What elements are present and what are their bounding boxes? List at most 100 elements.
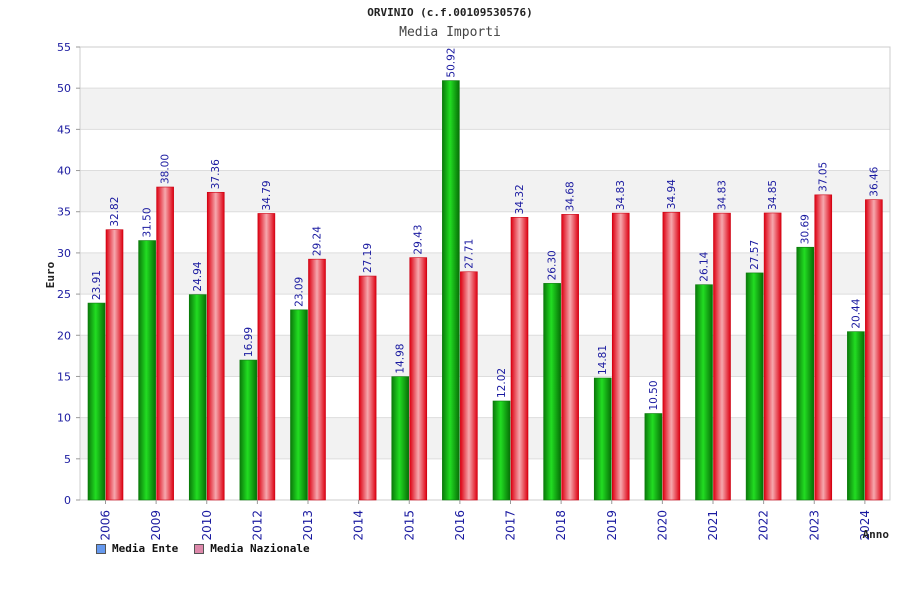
y-tick-label: 45 xyxy=(57,123,71,136)
x-tick-label: 2024 xyxy=(858,510,872,541)
value-label: 37.36 xyxy=(210,159,222,189)
y-tick-label: 35 xyxy=(57,206,71,219)
x-tick-label: 2017 xyxy=(504,510,518,541)
x-tick-label: 2012 xyxy=(250,510,264,541)
value-label: 29.43 xyxy=(413,225,425,255)
x-tick-label: 2016 xyxy=(453,510,467,541)
value-label: 34.79 xyxy=(261,180,273,210)
y-tick-label: 30 xyxy=(57,247,71,260)
x-tick-label: 2023 xyxy=(807,510,821,541)
bars xyxy=(87,80,883,501)
value-label: 34.85 xyxy=(767,180,779,210)
value-label: 16.99 xyxy=(243,327,255,357)
value-label: 27.71 xyxy=(463,239,475,269)
x-tick-label: 2006 xyxy=(99,510,113,541)
x-tick-label: 2010 xyxy=(200,510,214,541)
bar xyxy=(662,211,681,501)
legend-label-media-ente: Media Ente xyxy=(112,542,179,555)
value-label: 31.50 xyxy=(142,207,154,237)
bar xyxy=(239,359,258,501)
bar xyxy=(561,214,579,501)
bar xyxy=(865,199,883,501)
value-label: 32.82 xyxy=(109,197,121,227)
chart-subtitle: Media Importi xyxy=(399,25,501,40)
y-tick-label: 55 xyxy=(57,41,71,54)
y-tick-label: 25 xyxy=(57,288,71,301)
bar xyxy=(510,217,529,501)
value-label: 34.83 xyxy=(717,180,729,210)
value-label: 23.09 xyxy=(294,277,306,307)
legend: Media Ente Media Nazionale xyxy=(96,542,310,555)
value-label: 34.32 xyxy=(514,184,526,214)
bar xyxy=(814,194,833,501)
bar xyxy=(358,275,377,501)
value-label: 23.91 xyxy=(91,270,103,300)
value-label: 34.94 xyxy=(666,179,678,209)
x-tick-label: 2014 xyxy=(352,510,366,541)
bar xyxy=(847,331,865,501)
value-label: 10.50 xyxy=(648,380,660,410)
y-axis-ticks: 0 5 10 15 20 25 30 35 40 45 50 55 xyxy=(57,41,80,507)
bar xyxy=(611,212,630,501)
bar xyxy=(87,302,106,501)
legend-item-media-ente: Media Ente xyxy=(96,542,178,555)
bar xyxy=(206,191,225,501)
value-label: 26.14 xyxy=(699,251,711,281)
bar xyxy=(156,186,174,501)
value-label: 12.02 xyxy=(496,368,508,398)
x-tick-label: 2009 xyxy=(149,510,163,541)
bar xyxy=(257,213,276,501)
value-label: 26.30 xyxy=(547,250,559,280)
plot-border xyxy=(79,46,891,501)
bar xyxy=(593,377,612,501)
x-tick-label: 2022 xyxy=(757,510,771,541)
bar xyxy=(695,284,713,501)
y-axis-label: Euro xyxy=(44,261,57,288)
y-tick-label: 40 xyxy=(57,165,71,178)
value-labels: 23.91 32.82 31.50 38.00 24.94 37.36 16.99 34.79… xyxy=(91,48,880,411)
value-label: 30.69 xyxy=(800,214,812,244)
value-label: 14.98 xyxy=(395,344,407,374)
value-label: 50.92 xyxy=(445,48,457,78)
y-tick-label: 5 xyxy=(64,453,71,466)
x-tick-label: 2018 xyxy=(554,510,568,541)
y-tick-label: 15 xyxy=(57,370,71,383)
legend-label-media-nazionale: Media Nazionale xyxy=(210,542,310,555)
value-label: 24.94 xyxy=(192,261,204,291)
x-tick-label: 2013 xyxy=(301,510,315,541)
legend-swatch-media-nazionale xyxy=(194,543,205,554)
bar xyxy=(391,376,410,501)
x-tick-label: 2019 xyxy=(605,510,619,541)
bar xyxy=(442,80,460,501)
value-label: 27.57 xyxy=(749,240,761,270)
value-label: 14.81 xyxy=(597,345,609,375)
bar xyxy=(105,229,124,501)
value-label: 34.83 xyxy=(615,180,627,210)
bar xyxy=(138,240,156,501)
value-label: 37.05 xyxy=(818,162,830,192)
legend-item-media-nazionale: Media Nazionale xyxy=(194,542,310,555)
value-label: 29.24 xyxy=(312,226,324,256)
bar xyxy=(745,272,764,501)
x-axis-ticks: 2006 2009 2010 2012 2013 2014 2015 2016 2017 2018… xyxy=(99,500,872,541)
bar xyxy=(188,294,207,501)
plot-frame xyxy=(79,46,891,501)
y-tick-label: 0 xyxy=(64,494,71,507)
y-tick-label: 10 xyxy=(57,412,71,425)
y-tick-label: 20 xyxy=(57,329,71,342)
bar xyxy=(308,258,326,501)
bar xyxy=(763,212,782,501)
value-label: 27.19 xyxy=(362,243,374,273)
bar xyxy=(644,413,663,501)
x-tick-label: 2021 xyxy=(706,510,720,541)
bar xyxy=(460,271,478,501)
value-label: 20.44 xyxy=(850,298,862,328)
bar xyxy=(713,212,731,501)
chart-title: ORVINIO (c.f.00109530576) xyxy=(367,6,533,19)
value-label: 34.68 xyxy=(565,181,577,211)
bar xyxy=(543,283,561,501)
value-label: 36.46 xyxy=(868,166,880,196)
x-axis-label: Anno xyxy=(863,528,890,541)
bar xyxy=(290,309,308,501)
